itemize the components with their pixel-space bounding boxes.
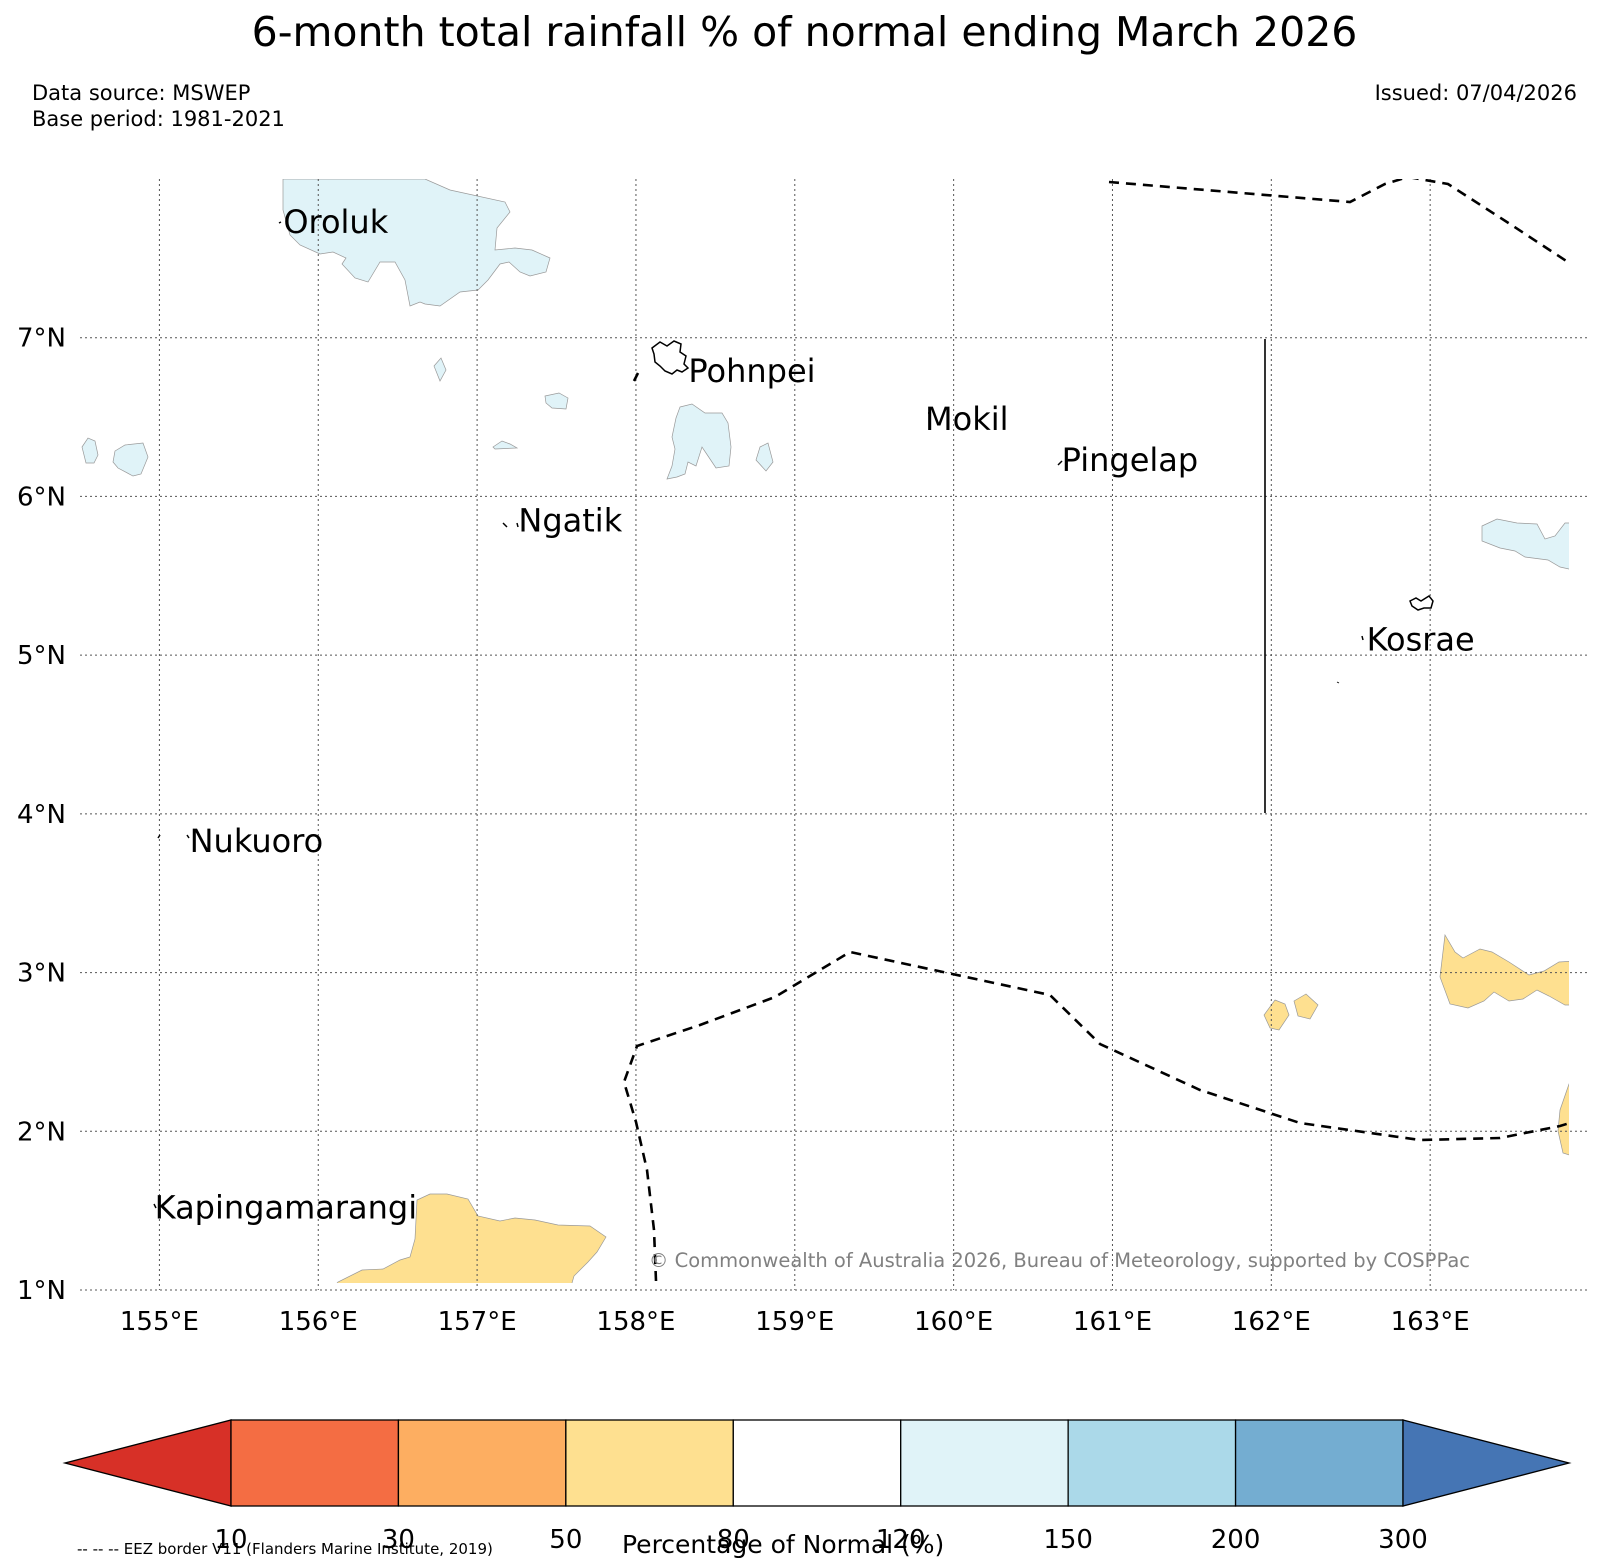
graticule xyxy=(80,179,1589,1291)
base-period: Base period: 1981-2021 xyxy=(32,107,285,131)
colorbar-segment xyxy=(565,1419,734,1507)
lat-tick-label: 3°N xyxy=(17,959,66,989)
shade-above-normal-west-2 xyxy=(112,442,149,477)
island-kosrae-outline xyxy=(1409,595,1434,611)
lon-tick-label: 161°E xyxy=(1073,1307,1152,1337)
data-source: Data source: MSWEP xyxy=(32,81,251,105)
place-label-mokil: Mokil xyxy=(925,400,1009,438)
shade-below-normal-kapinga xyxy=(336,1193,607,1283)
place-label-ngatik: Ngatik xyxy=(518,501,622,539)
lat-tick-label: 4°N xyxy=(17,800,66,830)
colorbar-tick-label: 80 xyxy=(717,1525,750,1555)
place-labels: Oroluk Pohnpei Mokil Pingelap Ngatik Kosrae Nu… xyxy=(155,203,1475,1227)
place-label-nukuoro: Nukuoro xyxy=(190,822,324,860)
shade-above-normal-small-3 xyxy=(492,440,519,450)
colorbar-label: Percentage of Normal (%) xyxy=(622,1530,945,1559)
lat-tick-label: 6°N xyxy=(17,482,66,512)
eez-border-north xyxy=(1108,179,1569,265)
shade-below-normal-east-1 xyxy=(1439,933,1569,1009)
place-label-kapingamarangi: Kapingamarangi xyxy=(155,1189,417,1227)
colorbar-tick-label: 120 xyxy=(876,1525,926,1555)
shade-above-normal-oroluk xyxy=(282,179,551,307)
island-ngatik-dot-2 xyxy=(516,522,519,528)
shade-above-normal-small-2 xyxy=(544,392,569,410)
shade-above-normal-east xyxy=(1481,518,1569,570)
shade-below-normal-tiny xyxy=(307,1286,314,1290)
island-kapinga-dot xyxy=(153,1203,157,1209)
eez-border-south xyxy=(622,950,1569,1282)
place-label-oroluk: Oroluk xyxy=(283,203,388,241)
island-pohnpei-outline xyxy=(651,340,690,375)
lat-tick-labels: 1°N 2°N 3°N 4°N 5°N 6°N 7°N xyxy=(17,324,66,1306)
copyright-text: © Commonwealth of Australia 2026, Bureau… xyxy=(649,1249,1470,1272)
colorbar xyxy=(62,1419,1572,1507)
shade-above-normal-small-1 xyxy=(433,357,447,382)
colorbar-segment xyxy=(1234,1419,1404,1507)
colorbar-low-extend xyxy=(62,1419,232,1507)
lon-tick-label: 155°E xyxy=(120,1307,199,1337)
lon-tick-label: 158°E xyxy=(596,1307,675,1337)
island-ngatik-dot-1 xyxy=(502,522,508,528)
colorbar-high-extend xyxy=(1402,1419,1572,1507)
shade-below-normal-east-2 xyxy=(1263,999,1290,1031)
colorbar-tick-label: 150 xyxy=(1043,1525,1093,1555)
lon-tick-labels: 155°E 156°E 157°E 158°E 159°E 160°E 161°E 162°E… xyxy=(120,1307,1470,1337)
source-info: Data source: MSWEP Base period: 1981-202… xyxy=(32,80,285,132)
colorbar-segment xyxy=(900,1419,1069,1507)
island-small-dot xyxy=(1336,681,1340,684)
colorbar-tick-labels: 10 30 50 80 120 150 200 300 xyxy=(214,1525,1427,1555)
colorbar-tick-label: 30 xyxy=(382,1525,415,1555)
colorbar-tick-label: 300 xyxy=(1378,1525,1428,1555)
island-pingelap-dot xyxy=(1057,460,1063,466)
colorbar-segment xyxy=(397,1419,567,1507)
lon-tick-label: 160°E xyxy=(914,1307,993,1337)
lon-tick-label: 157°E xyxy=(438,1307,517,1337)
shade-above-normal-west-1 xyxy=(81,437,99,464)
issued-date: Issued: 07/04/2026 xyxy=(1374,81,1577,105)
eez-borders xyxy=(622,179,1569,1282)
map-title: 6-month total rainfall % of normal endin… xyxy=(251,8,1358,56)
colorbar-tick-label: 50 xyxy=(549,1525,582,1555)
colorbar-segment xyxy=(1067,1419,1237,1507)
place-label-kosrae: Kosrae xyxy=(1367,620,1475,658)
eez-legend-caption: -- -- -- EEZ border V11 (Flanders Marine… xyxy=(77,1540,493,1558)
eez-border-fragment xyxy=(632,372,640,382)
lon-tick-label: 162°E xyxy=(1232,1307,1311,1337)
island-nukuoro-dot-2 xyxy=(186,834,190,839)
rainfall-shading xyxy=(81,179,1569,1290)
colorbar-segment xyxy=(732,1419,902,1507)
shade-above-normal-pohnpei xyxy=(666,403,732,480)
lon-tick-label: 163°E xyxy=(1391,1307,1470,1337)
place-label-pingelap: Pingelap xyxy=(1062,441,1199,479)
shade-below-normal-east-3 xyxy=(1293,993,1319,1020)
lat-tick-label: 2°N xyxy=(17,1117,66,1147)
lat-tick-label: 5°N xyxy=(17,641,66,671)
colorbar-tick-label: 200 xyxy=(1211,1525,1261,1555)
shade-above-normal-small-4 xyxy=(755,442,774,472)
lat-tick-label: 7°N xyxy=(17,324,66,354)
island-kosrae-dot xyxy=(1361,635,1364,641)
lon-tick-label: 159°E xyxy=(755,1307,834,1337)
island-outlines xyxy=(153,221,1434,1209)
island-oroluk-dot xyxy=(278,221,282,224)
colorbar-tick-label: 10 xyxy=(214,1525,247,1555)
place-label-pohnpei: Pohnpei xyxy=(688,352,815,390)
lat-tick-label: 1°N xyxy=(17,1276,66,1306)
island-nukuoro-dot-1 xyxy=(157,834,161,839)
shade-below-normal-east-4 xyxy=(1557,1083,1569,1156)
lon-tick-label: 156°E xyxy=(279,1307,358,1337)
colorbar-segment xyxy=(230,1419,400,1507)
